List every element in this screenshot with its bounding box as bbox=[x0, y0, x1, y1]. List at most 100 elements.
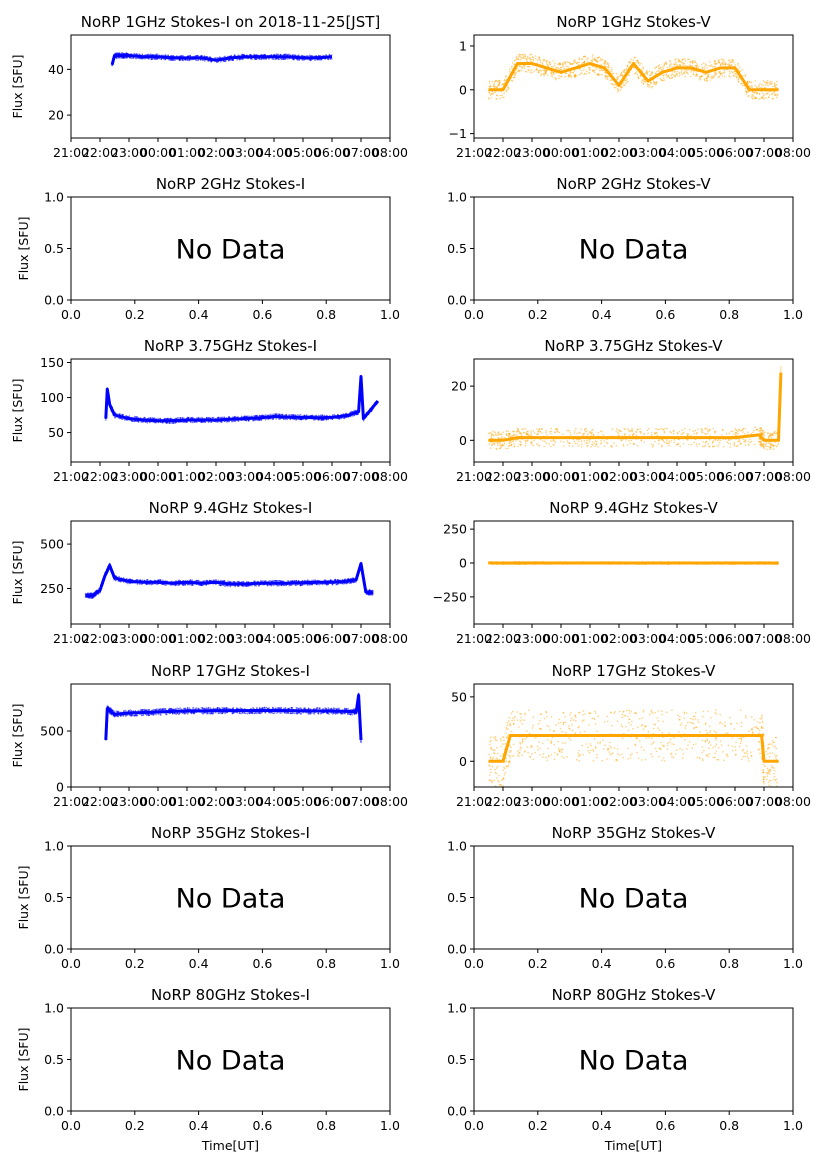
data-point bbox=[574, 76, 576, 78]
data-point bbox=[343, 417, 345, 420]
data-point bbox=[735, 445, 738, 447]
data-point bbox=[580, 440, 583, 442]
data-point bbox=[620, 430, 622, 433]
data-point bbox=[317, 414, 320, 417]
data-point bbox=[519, 53, 521, 56]
data-point bbox=[751, 96, 753, 99]
data-point bbox=[779, 370, 782, 373]
data-point bbox=[543, 58, 545, 61]
data-point bbox=[729, 60, 732, 63]
data-point bbox=[333, 413, 336, 416]
data-point bbox=[228, 59, 230, 62]
data-point bbox=[747, 431, 749, 434]
data-point bbox=[210, 421, 212, 424]
data-point bbox=[280, 413, 282, 416]
data-point bbox=[777, 443, 780, 445]
data-point bbox=[678, 430, 680, 433]
data-point bbox=[147, 57, 150, 60]
data-point bbox=[744, 444, 747, 446]
data-point bbox=[492, 434, 495, 437]
data-point bbox=[546, 63, 548, 65]
data-point bbox=[733, 442, 736, 444]
data-point bbox=[583, 73, 585, 76]
data-point bbox=[586, 58, 588, 60]
data-point bbox=[763, 447, 766, 450]
data-point bbox=[288, 414, 290, 416]
data-point bbox=[571, 445, 574, 447]
data-point bbox=[699, 75, 701, 78]
data-point bbox=[585, 73, 587, 75]
data-point bbox=[591, 56, 594, 58]
data-point bbox=[596, 61, 599, 64]
data-point bbox=[514, 74, 516, 77]
data-point bbox=[526, 430, 529, 433]
data-point bbox=[635, 71, 638, 73]
data-point bbox=[680, 433, 683, 436]
data-point bbox=[730, 64, 733, 66]
data-point bbox=[495, 94, 498, 96]
data-point bbox=[574, 442, 577, 445]
data-point bbox=[704, 442, 707, 444]
data-point bbox=[692, 430, 694, 433]
data-point bbox=[342, 413, 345, 415]
data-point bbox=[140, 421, 143, 424]
data-point bbox=[600, 69, 603, 71]
data-point bbox=[271, 413, 273, 416]
x-tick-label: 07:00 bbox=[746, 469, 782, 484]
data-point bbox=[277, 418, 280, 420]
data-point bbox=[546, 59, 548, 62]
x-tick-label: 03:00 bbox=[227, 469, 263, 484]
data-point bbox=[689, 75, 692, 78]
data-point bbox=[224, 60, 226, 63]
data-point bbox=[583, 440, 586, 442]
data-point bbox=[172, 59, 175, 62]
x-tick-label: 00:00 bbox=[140, 145, 176, 160]
data-point bbox=[711, 75, 713, 77]
data-point bbox=[172, 422, 175, 425]
data-point bbox=[167, 417, 169, 420]
data-point bbox=[164, 417, 166, 420]
data-point bbox=[552, 439, 554, 442]
data-point bbox=[615, 430, 617, 432]
data-point bbox=[495, 432, 497, 434]
data-point bbox=[487, 97, 490, 99]
data-point bbox=[584, 56, 587, 58]
data-point bbox=[683, 63, 685, 65]
data-point bbox=[709, 79, 712, 81]
data-point bbox=[698, 443, 701, 445]
data-point bbox=[500, 433, 503, 435]
data-point bbox=[570, 76, 573, 79]
data-point bbox=[258, 58, 261, 60]
data-point bbox=[656, 434, 659, 437]
data-point bbox=[537, 444, 539, 446]
data-point bbox=[683, 71, 685, 74]
x-tick-label: 0.2 bbox=[125, 307, 145, 322]
data-point bbox=[668, 442, 671, 444]
data-point bbox=[577, 63, 580, 66]
data-point bbox=[561, 64, 564, 66]
data-point bbox=[774, 432, 777, 435]
x-tick-label: 00:00 bbox=[140, 469, 176, 484]
data-point bbox=[273, 413, 276, 415]
x-tick-label: 04:00 bbox=[659, 469, 695, 484]
data-point bbox=[297, 418, 300, 421]
data-point bbox=[325, 54, 328, 56]
data-point bbox=[579, 432, 581, 434]
data-point bbox=[536, 428, 538, 430]
data-point bbox=[599, 69, 601, 72]
data-point bbox=[624, 428, 626, 431]
data-point bbox=[488, 92, 491, 94]
data-point bbox=[588, 441, 591, 443]
data-point bbox=[723, 75, 726, 78]
data-point bbox=[555, 77, 557, 80]
y-tick-label: 0 bbox=[459, 82, 467, 97]
data-point bbox=[119, 57, 121, 59]
data-point bbox=[610, 66, 612, 69]
data-point bbox=[662, 67, 665, 69]
data-point bbox=[533, 439, 535, 442]
data-point bbox=[735, 429, 738, 431]
data-point bbox=[739, 66, 741, 68]
data-point bbox=[267, 418, 269, 421]
data-point bbox=[676, 70, 679, 73]
